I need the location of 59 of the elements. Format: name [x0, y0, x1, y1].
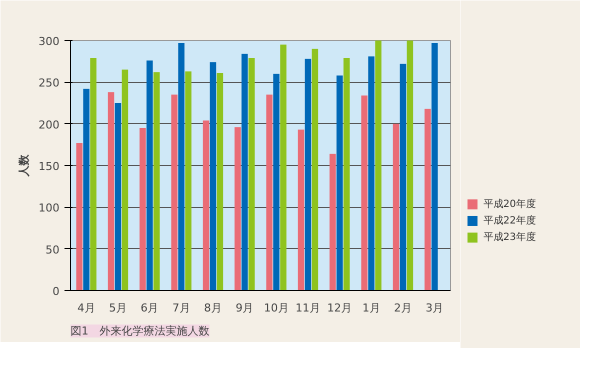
- bar: [406, 40, 414, 290]
- bar: [234, 127, 241, 290]
- bar: [298, 130, 304, 290]
- bar: [248, 58, 255, 290]
- bar: [330, 154, 336, 290]
- bar: [336, 76, 343, 290]
- x-tick-label: 8月: [204, 302, 222, 314]
- bar: [432, 43, 438, 290]
- y-tick-label: 0: [52, 285, 60, 298]
- bar: [242, 54, 248, 290]
- bar: [210, 62, 216, 290]
- bar: [83, 88, 90, 290]
- bar: [216, 73, 224, 290]
- y-tick-label: 200: [38, 118, 60, 132]
- y-tick-label: 50: [46, 243, 60, 256]
- x-tick-label: 10月: [264, 302, 289, 314]
- x-tick-label: 11月: [296, 302, 320, 314]
- bar: [266, 94, 272, 290]
- bar: [392, 124, 400, 290]
- bar: [146, 60, 153, 290]
- x-tick-label: 5月: [109, 302, 127, 314]
- y-tick-label: 300: [38, 35, 60, 48]
- bar: [108, 92, 114, 290]
- bar: [361, 96, 368, 290]
- bar: [202, 120, 210, 290]
- bar: [375, 40, 382, 290]
- bar: [273, 74, 280, 290]
- bar: [304, 58, 312, 290]
- y-tick-label: 250: [38, 76, 60, 90]
- bar: [171, 94, 178, 290]
- bar: [424, 108, 431, 290]
- x-tick-label: 3月: [426, 302, 444, 314]
- bar: [185, 71, 192, 290]
- x-tick-label: 6月: [140, 302, 159, 314]
- bar: [154, 72, 160, 290]
- bar: [368, 56, 374, 290]
- y-axis-title: 人数: [18, 154, 31, 178]
- bar: [76, 143, 82, 290]
- bar: [90, 58, 96, 290]
- x-tick-label: 9月: [236, 302, 254, 314]
- bar: [400, 64, 406, 290]
- x-tick-label: 2月: [394, 302, 412, 314]
- bar: [122, 70, 128, 290]
- bar: [140, 128, 146, 290]
- x-tick-label: 12月: [327, 302, 352, 314]
- caption: 図1 外来化学療法実施人数: [70, 324, 210, 338]
- y-tick-label: 100: [38, 202, 60, 215]
- legend-label: 平成20年度: [483, 198, 536, 210]
- x-tick-label: 7月: [172, 302, 190, 314]
- bar: [114, 103, 122, 290]
- legend-label: 平成23年度: [483, 231, 536, 244]
- bar: [178, 43, 184, 290]
- bar: [280, 44, 286, 290]
- x-tick-label: 4月: [77, 302, 96, 314]
- bar: [344, 58, 350, 290]
- x-tick-label: 1月: [362, 302, 380, 314]
- legend-label: 平成22年度: [483, 214, 536, 226]
- y-tick-label: 150: [38, 160, 60, 173]
- bar: [312, 48, 318, 290]
